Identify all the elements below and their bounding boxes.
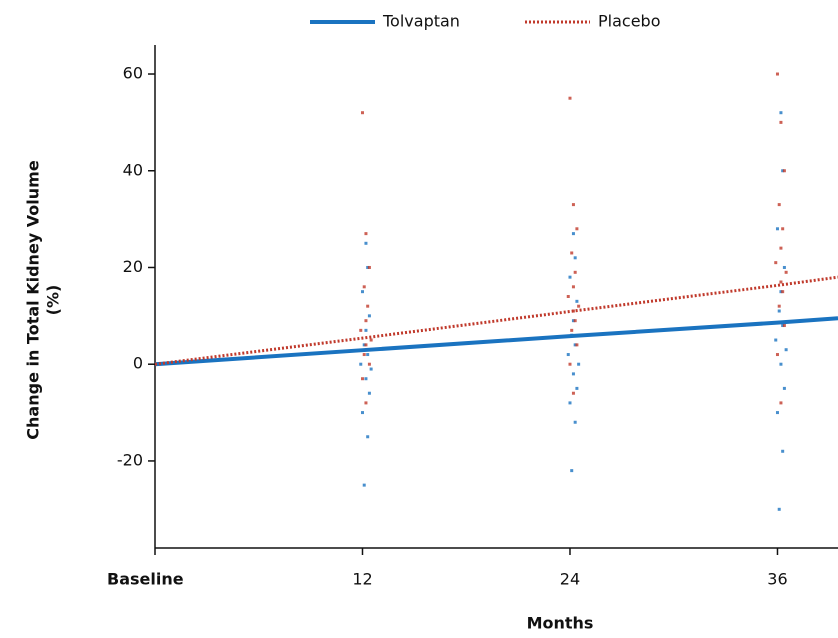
y-axis-label-group: Change in Total Kidney Volume (%)	[24, 160, 63, 440]
data-point	[779, 246, 783, 250]
data-point	[782, 324, 786, 328]
data-point	[573, 270, 577, 274]
data-point	[366, 435, 370, 439]
y-tick-label: 20	[123, 257, 143, 276]
data-point	[575, 227, 579, 231]
data-point	[573, 343, 577, 347]
data-point	[575, 386, 579, 390]
x-tick-label: 36	[767, 570, 787, 589]
data-point	[573, 420, 577, 424]
data-point	[577, 304, 581, 308]
data-point	[575, 299, 579, 303]
y-tick-label: -20	[117, 450, 143, 469]
data-point	[781, 227, 785, 231]
data-point	[784, 348, 788, 352]
trend-line	[154, 275, 838, 366]
data-point	[364, 328, 368, 332]
data-point	[360, 290, 364, 294]
data-point	[571, 232, 575, 236]
x-tick-label: Baseline	[107, 570, 184, 589]
y-axis-label: Change in Total Kidney Volume	[24, 160, 43, 440]
data-point	[573, 319, 577, 323]
data-point	[777, 203, 781, 207]
data-point	[570, 469, 574, 473]
data-point	[366, 353, 370, 357]
data-point	[364, 241, 368, 245]
data-point	[774, 338, 778, 342]
data-point	[360, 111, 364, 115]
data-point	[573, 256, 577, 260]
x-axis-label: Months	[527, 614, 594, 633]
y-tick-label: 0	[133, 354, 143, 373]
data-point	[362, 285, 366, 289]
data-point	[367, 265, 371, 269]
y-tick-label: 40	[123, 160, 143, 179]
data-point	[781, 290, 785, 294]
data-point	[367, 314, 371, 318]
y-axis-label: (%)	[44, 285, 63, 316]
data-point	[779, 290, 783, 294]
data-point	[570, 251, 574, 255]
data-point	[781, 169, 785, 173]
data-point	[568, 275, 572, 279]
data-point	[369, 367, 373, 371]
data-point	[775, 72, 779, 76]
data-point	[362, 483, 366, 487]
data-point	[571, 319, 575, 323]
data-point	[364, 319, 368, 323]
data-point	[782, 265, 786, 269]
data-point	[359, 362, 363, 366]
x-tick-label: 12	[352, 570, 372, 589]
data-point	[568, 96, 572, 100]
legend-label: Tolvaptan	[382, 12, 460, 31]
data-point	[784, 270, 788, 274]
data-point	[779, 111, 783, 115]
data-point	[777, 507, 781, 511]
data-point	[369, 338, 373, 342]
data-point	[360, 377, 364, 381]
data-point	[782, 386, 786, 390]
data-point	[570, 328, 574, 332]
data-point	[575, 343, 579, 347]
data-point	[779, 280, 783, 284]
data-point	[364, 401, 368, 405]
data-point	[360, 411, 364, 415]
data-point	[367, 362, 371, 366]
data-point	[364, 232, 368, 236]
data-point	[775, 227, 779, 231]
data-point	[362, 343, 366, 347]
data-point	[359, 328, 363, 332]
y-tick-label: 60	[123, 64, 143, 83]
data-point	[366, 265, 370, 269]
data-point	[566, 295, 570, 298]
data-point	[364, 343, 368, 347]
data-point	[568, 401, 572, 405]
data-point	[781, 449, 785, 453]
data-point	[366, 304, 370, 308]
legend-label: Placebo	[598, 12, 660, 31]
data-point	[571, 203, 575, 207]
data-point	[774, 261, 778, 265]
data-point	[779, 362, 783, 366]
data-point	[571, 372, 575, 376]
data-point	[367, 391, 371, 395]
data-point	[571, 285, 575, 289]
data-point	[577, 362, 581, 366]
x-tick-label: 24	[560, 570, 580, 589]
data-point	[781, 324, 785, 328]
data-point	[775, 411, 779, 415]
data-point	[362, 353, 366, 357]
data-point	[566, 353, 570, 357]
data-point	[777, 304, 781, 308]
data-point	[782, 169, 786, 173]
data-point	[571, 391, 575, 395]
data-point	[779, 120, 783, 124]
data-point	[777, 309, 781, 313]
data-point	[364, 377, 368, 381]
data-point	[775, 353, 779, 357]
data-point	[568, 362, 572, 366]
data-point	[779, 401, 783, 405]
trend-line	[154, 316, 838, 367]
